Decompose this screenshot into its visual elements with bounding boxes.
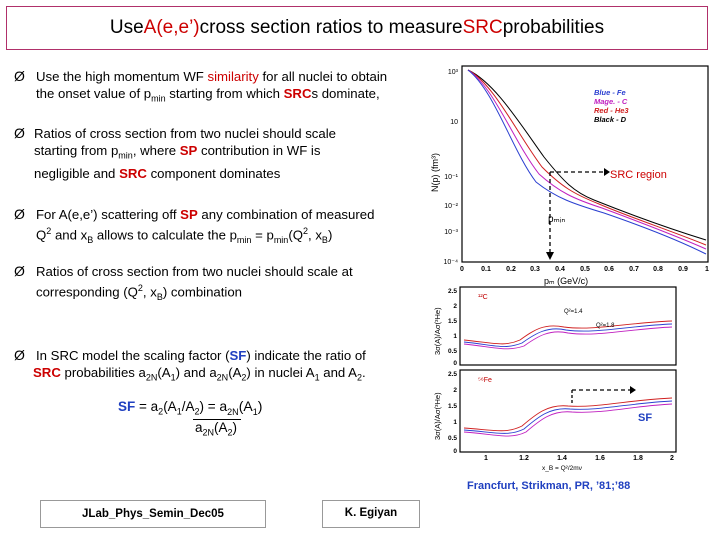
svg-text:1.8: 1.8 — [633, 455, 643, 462]
panel-label: ⁵⁶Fe — [478, 377, 492, 384]
svg-text:0.1: 0.1 — [481, 266, 491, 273]
slide-title: Use A(e,e’) cross section ratios to meas… — [6, 6, 708, 50]
svg-text:1.5: 1.5 — [448, 403, 457, 410]
svg-text:0: 0 — [453, 360, 457, 367]
src-region-label: SRC region — [610, 169, 667, 181]
plot-frame — [459, 369, 677, 453]
x-axis-label: pₘ (GeV/c) — [544, 276, 588, 286]
sf-formula: SF = a2(A1/A2) = a2N(A1) — [118, 398, 263, 417]
y-axis-label: 3σ(A)/Aσ(³He) — [433, 392, 442, 440]
y-tick-labels: 10³ 10 10⁻¹ 10⁻² 10⁻³ 10⁻⁴ — [444, 69, 459, 266]
y-tick-labels: 2.5 2 1.5 1 0.5 0 — [448, 288, 457, 367]
legend: Blue - Fe Mage. - C Red - He3 Black - D — [594, 88, 629, 124]
arrow-head — [630, 386, 636, 394]
bullet-4-text: Ratios of cross section from two nuclei … — [36, 264, 353, 303]
svg-text:1.2: 1.2 — [519, 455, 529, 462]
y-axis-label: 3σ(A)/Aσ(³He) — [433, 307, 442, 355]
curve-black-d — [467, 69, 707, 241]
svg-text:0.5: 0.5 — [580, 266, 590, 273]
formula-denominator: a2N(A2) — [195, 420, 238, 438]
svg-text:1.5: 1.5 — [448, 318, 457, 325]
legend-entry: Black - D — [594, 115, 627, 124]
svg-text:1: 1 — [484, 455, 488, 462]
svg-text:1.6: 1.6 — [595, 455, 605, 462]
svg-text:0.8: 0.8 — [653, 266, 663, 273]
plot-frame — [461, 65, 709, 263]
ratio-curve — [463, 400, 673, 434]
svg-text:1: 1 — [453, 333, 457, 340]
footer-left: JLab_Phys_Semin_Dec05 — [40, 500, 266, 528]
svg-text:2.5: 2.5 — [448, 288, 457, 295]
svg-text:2: 2 — [453, 303, 457, 310]
svg-text:2: 2 — [453, 387, 457, 394]
y-tick: 10³ — [448, 69, 459, 76]
q2-label: Q²=1.4 — [564, 309, 583, 315]
svg-text:1: 1 — [705, 266, 709, 273]
y-axis-label: N(p) (fm³) — [430, 153, 440, 192]
y-tick: 10⁻³ — [444, 229, 458, 236]
ratio-plot-iron: 3σ(A)/Aσ(³He) 2.5 2 1.5 1 0.5 0 ⁵⁶Fe 1 1.2 1.… — [433, 369, 677, 472]
svg-text:2.5: 2.5 — [448, 371, 457, 378]
svg-text:0.3: 0.3 — [530, 266, 540, 273]
svg-text:1: 1 — [453, 419, 457, 426]
y-tick: 10⁻⁴ — [444, 259, 459, 266]
x-tick-labels: 0 0.1 0.2 0.3 0.4 0.5 0.6 0.7 0.8 0.9 1 — [460, 266, 709, 273]
legend-entry: Mage. - C — [594, 97, 628, 106]
ratio-curve — [463, 403, 673, 437]
x-tick-labels: 1 1.2 1.4 1.6 1.8 2 — [484, 455, 674, 462]
footer-right: K. Egiyan — [322, 500, 420, 528]
svg-text:0.5: 0.5 — [448, 348, 457, 355]
ratio-plot-carbon: 3σ(A)/Aσ(³He) 2.5 2 1.5 1 0.5 0 ¹²C Q²=1.4 Q²… — [433, 286, 677, 367]
sf-label: SF — [638, 412, 652, 424]
ratio-curve — [463, 397, 673, 432]
svg-text:0: 0 — [460, 266, 464, 273]
legend-entry: Red - He3 — [594, 106, 629, 115]
bullet-arrow: Ø — [14, 206, 25, 222]
momentum-distribution-plot: 10³ 10 10⁻¹ 10⁻² 10⁻³ 10⁻⁴ N(p) (fm³) 0 … — [430, 65, 709, 286]
bullet-5-text: In SRC model the scaling factor (SF) ind… — [33, 348, 366, 383]
curve-mage-c — [467, 69, 707, 250]
q2-label: Q²=1.8 — [596, 323, 615, 329]
panel-label: ¹²C — [478, 294, 488, 301]
bullet-arrow: Ø — [14, 68, 25, 84]
bullet-3-text: For A(e,e’) scattering off SP any combin… — [36, 207, 375, 246]
x-axis-label: x_B = Q²/2mν — [542, 465, 582, 472]
svg-text:0.2: 0.2 — [506, 266, 516, 273]
ratio-curve — [463, 323, 673, 348]
curve-blue-fe — [467, 69, 707, 255]
y-tick: 10 — [450, 119, 458, 126]
legend-entry: Blue - Fe — [594, 88, 626, 97]
curve-red-he3 — [467, 69, 707, 246]
ratio-curve — [463, 320, 673, 345]
pmin-label: pₘᵢₙ — [548, 214, 565, 225]
arrow-head — [604, 168, 610, 176]
y-tick: 10⁻¹ — [444, 174, 458, 181]
ratio-curve — [463, 326, 673, 350]
svg-text:0.5: 0.5 — [448, 435, 457, 442]
citation: Francfurt, Strikman, PR, ’81;’88 — [467, 480, 631, 492]
svg-text:0.4: 0.4 — [555, 266, 565, 273]
bullet-2-text: Ratios of cross section from two nuclei … — [34, 126, 336, 181]
bullet-arrow: Ø — [14, 125, 25, 141]
svg-text:0.9: 0.9 — [678, 266, 688, 273]
svg-text:1.4: 1.4 — [557, 455, 567, 462]
y-tick-labels: 2.5 2 1.5 1 0.5 0 — [448, 371, 457, 455]
arrow-head — [546, 252, 554, 260]
y-tick: 10⁻² — [444, 203, 458, 210]
fraction-bar — [193, 419, 241, 420]
bullet-arrow: Ø — [14, 263, 25, 279]
svg-text:0.7: 0.7 — [629, 266, 639, 273]
bullet-arrow: Ø — [14, 347, 25, 363]
svg-text:0: 0 — [453, 448, 457, 455]
svg-text:0.6: 0.6 — [604, 266, 614, 273]
svg-text:2: 2 — [670, 455, 674, 462]
bullet-1-text: Use the high momentum WF similarity for … — [36, 69, 388, 104]
